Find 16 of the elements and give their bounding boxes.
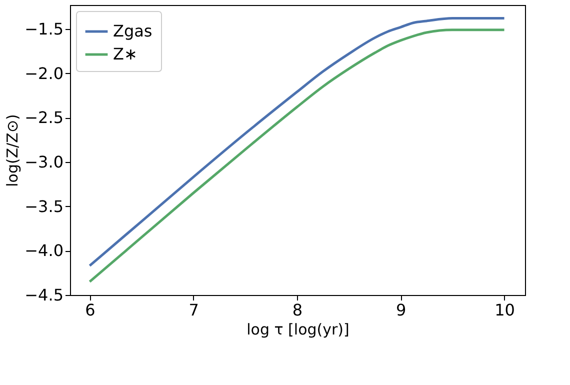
legend-label: Z∗: [113, 44, 138, 64]
y-tick-label: −2.0: [24, 64, 64, 83]
x-tick-label: 6: [85, 300, 96, 320]
x-axis-title: log τ [log(yr)]: [246, 320, 350, 338]
legend-label: Zgas: [113, 22, 152, 40]
x-tick-label: 9: [396, 300, 406, 320]
y-tick-label: −4.5: [24, 286, 64, 304]
y-tick-label: −3.0: [24, 152, 64, 172]
y-tick-label: −1.5: [24, 19, 64, 38]
y-tick-label: −4.0: [24, 241, 64, 260]
y-axis-title: log(Z/Z⊙): [4, 114, 22, 187]
y-tick-label: −2.5: [24, 108, 64, 128]
x-tick-label: 10: [494, 300, 515, 320]
x-tick-label: 8: [292, 300, 303, 320]
x-tick-label: 7: [188, 300, 199, 320]
y-tick-label: −3.5: [24, 196, 64, 216]
